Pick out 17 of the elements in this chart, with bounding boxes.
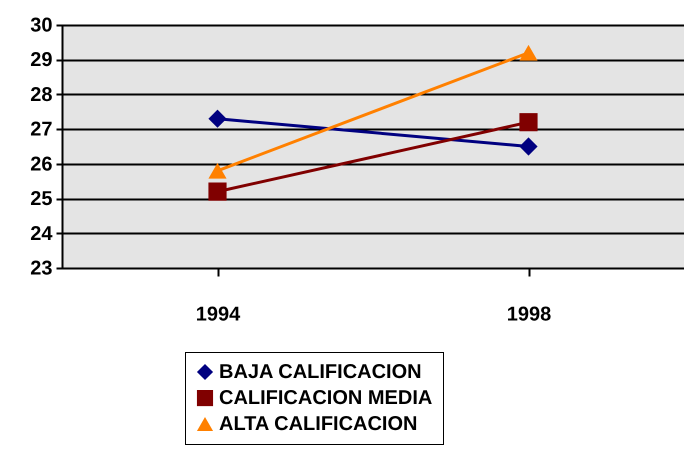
y-tick-label: 23 (30, 258, 52, 280)
y-tick-label: 28 (30, 84, 52, 106)
y-tick-label: 29 (30, 49, 52, 72)
point (208, 182, 227, 201)
x-tick-label: 1994 (196, 304, 242, 326)
legend-label: ALTA CALIFICACION (219, 413, 418, 435)
y-tick-label: 27 (30, 118, 52, 141)
y-tick-label: 25 (30, 188, 52, 210)
legend-label: BAJA CALIFICACION (219, 361, 422, 383)
legend-label: CALIFICACION MEDIA (219, 387, 432, 409)
x-tick-label: 1998 (506, 304, 552, 326)
y-tick-label: 24 (30, 222, 54, 245)
point (519, 137, 538, 156)
y-tick-label: 30 (30, 14, 52, 36)
y-tick-label: 26 (30, 153, 52, 176)
point (208, 110, 227, 128)
point (519, 113, 538, 132)
